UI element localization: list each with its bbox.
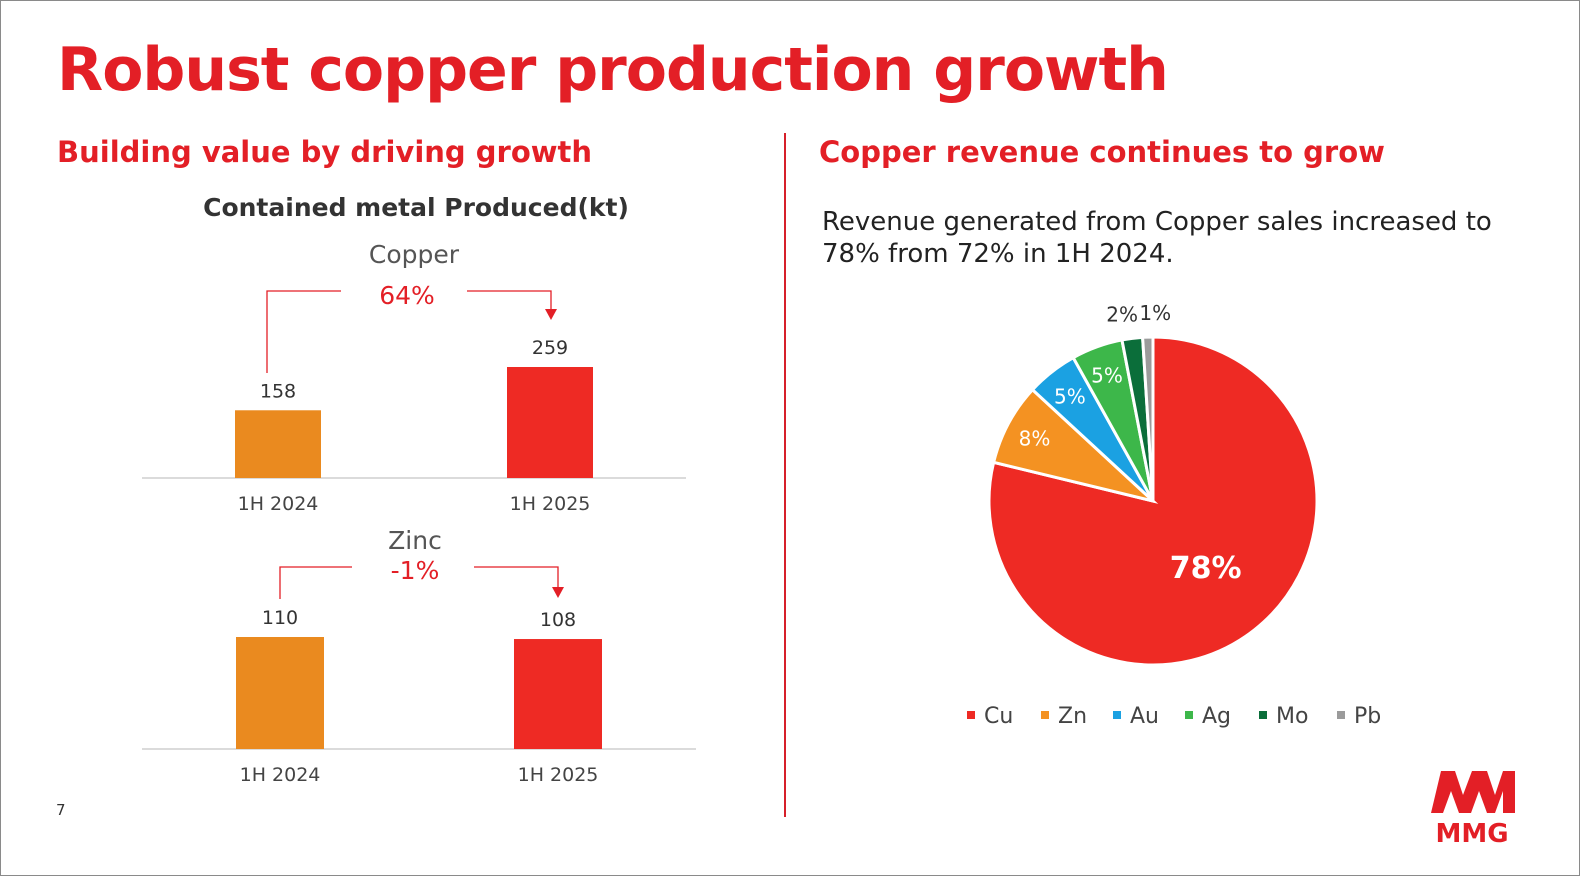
revenue-description: Revenue generated from Copper sales incr… [822,207,1492,269]
zinc-change-bracket [279,566,564,599]
legend-label-cu: Cu [984,704,1013,729]
pie-label-ag: 5% [1091,364,1123,388]
legend-label-pb: Pb [1354,704,1381,729]
change-label: -1% [391,556,440,585]
pie-label-cu: 78% [1170,551,1242,586]
copper-growth-bracket [266,290,557,373]
data-label: 158 [260,380,296,402]
category-label: 1H 2025 [518,764,599,786]
revenue-pie-chart: 78%8%5%5%2% 1% [987,301,1319,667]
mmg-logo: MMG [1431,771,1515,845]
legend-swatch-cu [967,711,975,719]
metal-label: Zinc [388,526,442,555]
legend-label-zn: Zn [1058,704,1087,729]
bar-1h-2024 [235,410,321,478]
pie-slice-pb [1141,335,1155,502]
metal-label: Copper [369,240,460,269]
legend-label-au: Au [1130,704,1159,729]
change-label: 64% [379,281,435,310]
pie-label-au: 5% [1054,384,1086,408]
category-label: 1H 2024 [238,493,319,515]
legend-swatch-zn [1041,711,1049,719]
data-label: 108 [540,609,576,631]
right-subtitle: Copper revenue continues to grow [819,135,1385,169]
left-subtitle: Building value by driving growth [57,135,593,169]
bar-1h-2025 [514,639,602,749]
slide-title: Robust copper production growth [57,35,1169,105]
legend-swatch-mo [1259,711,1267,719]
logo-text: MMG [1435,819,1508,845]
page-number: 7 [56,801,66,819]
pie-label-mo: 2% [1106,302,1138,326]
legend-swatch-pb [1337,711,1345,719]
pie-label-pb: 1% [1139,301,1171,325]
legend-swatch-au [1113,711,1121,719]
legend-swatch-ag [1185,711,1193,719]
bar-1h-2024 [236,637,324,749]
production-chart-title: Contained metal Produced(kt) [203,193,629,222]
copper-bar-chart: Copper 64% 158 1H 2024 259 1H 2025 [142,240,686,515]
bar-1h-2025 [507,367,593,478]
legend-label-ag: Ag [1202,704,1231,729]
column-divider [784,133,786,817]
data-label: 259 [532,337,568,359]
category-label: 1H 2024 [240,764,321,786]
pie-legend: Cu Zn Au Ag Mo Pb [967,704,1381,729]
legend-label-mo: Mo [1276,704,1308,729]
data-label: 110 [262,607,298,629]
zinc-bar-chart: Zinc-1% 110 1H 2024 108 1H 2025 [142,526,696,786]
category-label: 1H 2025 [510,493,591,515]
pie-label-zn: 8% [1019,426,1051,450]
